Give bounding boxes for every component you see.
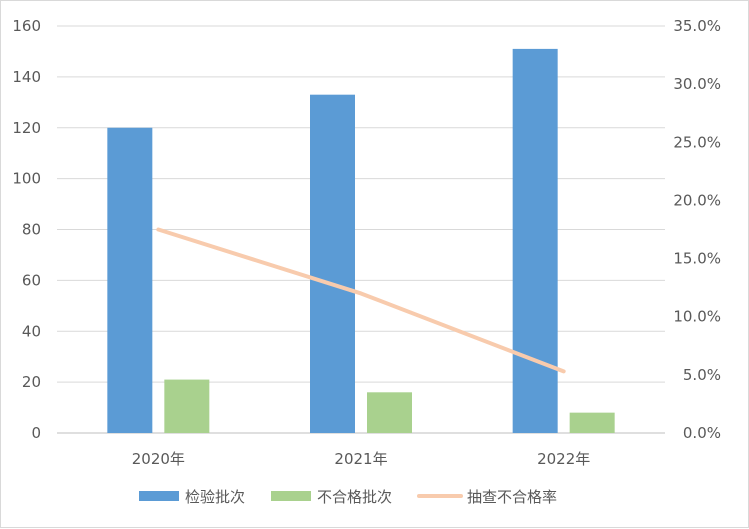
legend: 检验批次 不合格批次 抽查不合格率 bbox=[139, 488, 557, 506]
bar bbox=[367, 392, 412, 433]
right-tick-label: 0.0% bbox=[683, 424, 721, 442]
legend-swatch bbox=[271, 491, 311, 501]
right-axis-ticks: 0.0% 5.0% 10.0% 15.0% 20.0% 25.0% 30.0% 35.0% bbox=[673, 17, 721, 442]
x-tick-label: 2022年 bbox=[537, 450, 590, 468]
x-tick-label: 2021年 bbox=[334, 450, 387, 468]
right-tick-label: 5.0% bbox=[683, 366, 721, 384]
rate-line bbox=[158, 229, 564, 371]
legend-label: 抽查不合格率 bbox=[467, 488, 557, 506]
bar bbox=[310, 95, 355, 433]
series-line bbox=[158, 230, 563, 372]
left-tick-label: 160 bbox=[12, 17, 41, 35]
right-tick-label: 10.0% bbox=[673, 308, 721, 326]
bar bbox=[107, 128, 152, 433]
left-tick-label: 40 bbox=[22, 322, 41, 340]
left-tick-label: 100 bbox=[12, 170, 41, 188]
right-tick-label: 20.0% bbox=[673, 191, 721, 209]
left-tick-label: 0 bbox=[31, 424, 41, 442]
legend-label: 不合格批次 bbox=[317, 488, 392, 506]
left-axis-ticks: 0 20 40 60 80 100 120 140 160 bbox=[12, 17, 41, 442]
bar bbox=[164, 380, 209, 433]
right-tick-label: 30.0% bbox=[673, 75, 721, 93]
right-tick-label: 25.0% bbox=[673, 133, 721, 151]
x-axis-ticks: 2020年 2021年 2022年 bbox=[132, 450, 591, 468]
legend-swatch bbox=[139, 491, 179, 501]
left-tick-label: 140 bbox=[12, 68, 41, 86]
bars bbox=[107, 49, 614, 433]
right-tick-label: 15.0% bbox=[673, 250, 721, 268]
left-tick-label: 60 bbox=[22, 271, 41, 289]
right-tick-label: 35.0% bbox=[673, 17, 721, 35]
left-tick-label: 80 bbox=[22, 221, 41, 239]
bar bbox=[513, 49, 558, 433]
legend-label: 检验批次 bbox=[185, 488, 245, 506]
left-tick-label: 20 bbox=[22, 373, 41, 391]
bar bbox=[570, 413, 615, 433]
x-tick-label: 2020年 bbox=[132, 450, 185, 468]
left-tick-label: 120 bbox=[12, 119, 41, 137]
